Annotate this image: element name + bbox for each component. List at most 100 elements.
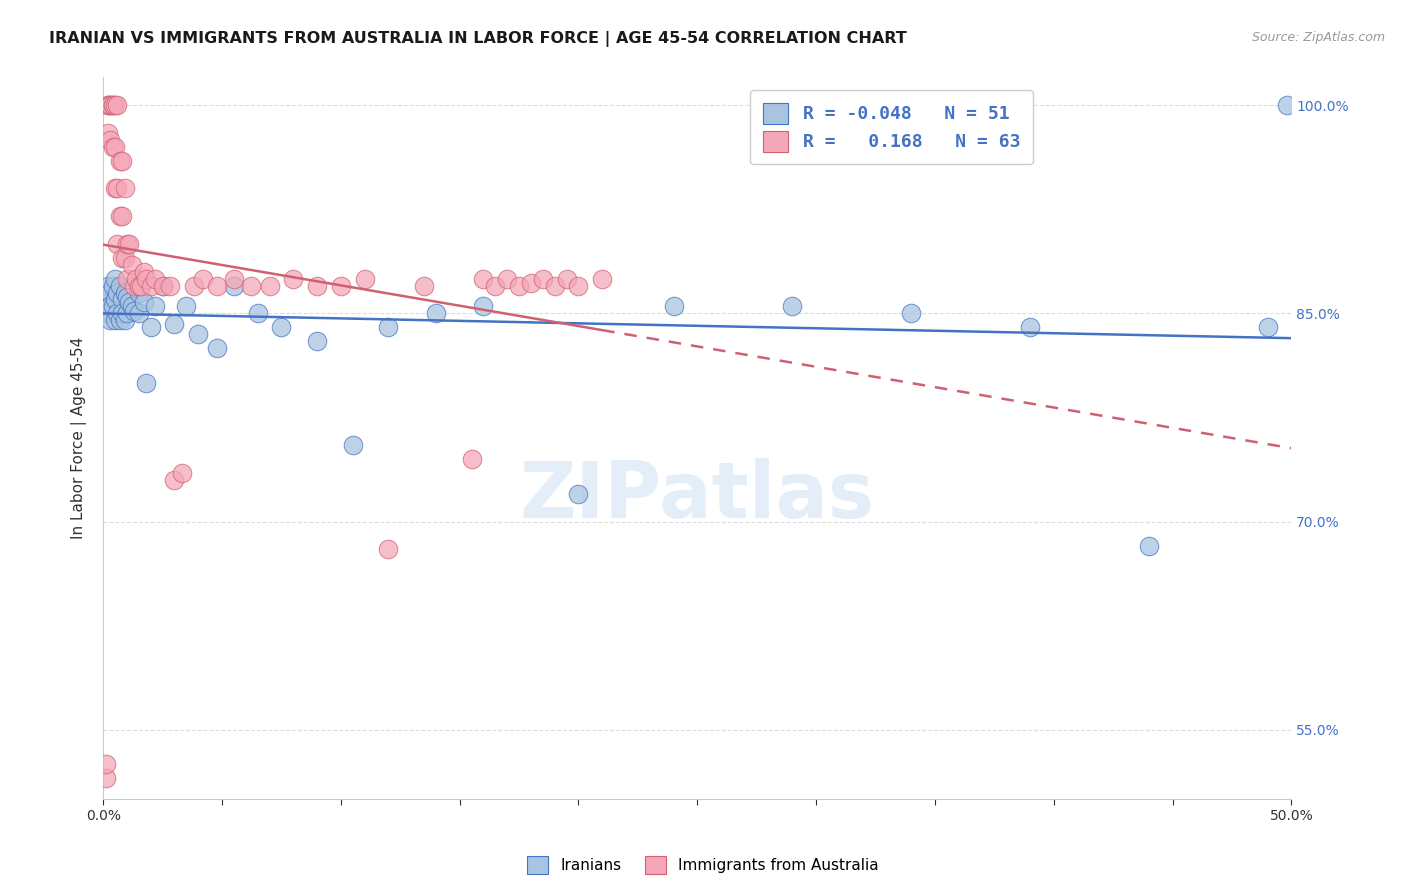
Point — [183, 278, 205, 293]
Point — [97, 306, 120, 320]
Point — [544, 278, 567, 293]
Point — [104, 313, 127, 327]
Point — [121, 300, 143, 314]
Point — [132, 295, 155, 310]
Point — [129, 278, 152, 293]
Point — [104, 181, 127, 195]
Point — [460, 452, 482, 467]
Point — [207, 278, 229, 293]
Point — [114, 181, 136, 195]
Point — [283, 271, 305, 285]
Point — [508, 278, 530, 293]
Point — [1137, 540, 1160, 554]
Point — [413, 278, 436, 293]
Point — [246, 306, 269, 320]
Point — [662, 300, 685, 314]
Point — [152, 278, 174, 293]
Point — [121, 258, 143, 272]
Point — [98, 285, 121, 300]
Point — [111, 293, 134, 307]
Point — [115, 271, 138, 285]
Point — [108, 278, 131, 293]
Point — [94, 300, 117, 314]
Point — [591, 271, 613, 285]
Point — [531, 271, 554, 285]
Point — [900, 306, 922, 320]
Point — [114, 313, 136, 327]
Point — [163, 318, 186, 332]
Point — [222, 278, 245, 293]
Point — [239, 278, 262, 293]
Point — [567, 278, 589, 293]
Point — [108, 209, 131, 223]
Point — [107, 98, 129, 112]
Point — [97, 278, 120, 293]
Point — [472, 300, 495, 314]
Legend: Iranians, Immigrants from Australia: Iranians, Immigrants from Australia — [522, 850, 884, 880]
Point — [107, 306, 129, 320]
Point — [207, 341, 229, 355]
Point — [98, 98, 121, 112]
Point — [176, 300, 198, 314]
Point — [1275, 98, 1298, 112]
Point — [94, 757, 117, 772]
Point — [101, 278, 124, 293]
Point — [377, 542, 399, 557]
Point — [107, 285, 129, 300]
Point — [159, 278, 181, 293]
Point — [97, 98, 120, 112]
Point — [1257, 320, 1279, 334]
Text: IRANIAN VS IMMIGRANTS FROM AUSTRALIA IN LABOR FORCE | AGE 45-54 CORRELATION CHAR: IRANIAN VS IMMIGRANTS FROM AUSTRALIA IN … — [49, 31, 907, 47]
Point — [139, 278, 162, 293]
Point — [782, 300, 804, 314]
Point — [135, 376, 157, 390]
Point — [135, 271, 157, 285]
Point — [114, 285, 136, 300]
Point — [111, 209, 134, 223]
Point — [307, 278, 329, 293]
Point — [329, 278, 352, 293]
Point — [98, 313, 121, 327]
Text: Source: ZipAtlas.com: Source: ZipAtlas.com — [1251, 31, 1385, 45]
Point — [307, 334, 329, 348]
Point — [377, 320, 399, 334]
Point — [1019, 320, 1042, 334]
Point — [353, 271, 375, 285]
Point — [107, 181, 129, 195]
Point — [122, 303, 145, 318]
Point — [187, 327, 209, 342]
Point — [270, 320, 292, 334]
Point — [104, 293, 127, 307]
Point — [104, 271, 127, 285]
Point — [98, 133, 121, 147]
Point — [128, 278, 150, 293]
Point — [128, 306, 150, 320]
Point — [567, 487, 589, 501]
Point — [115, 290, 138, 304]
Text: ZIPatlas: ZIPatlas — [520, 458, 875, 534]
Point — [94, 771, 117, 785]
Point — [101, 300, 124, 314]
Point — [555, 271, 578, 285]
Point — [496, 271, 519, 285]
Point — [139, 320, 162, 334]
Point — [472, 271, 495, 285]
Point — [97, 98, 120, 112]
Point — [520, 276, 543, 290]
Point — [170, 466, 193, 480]
Point — [342, 438, 364, 452]
Point — [132, 265, 155, 279]
Point — [111, 251, 134, 265]
Point — [111, 306, 134, 320]
Point — [122, 278, 145, 293]
Point — [152, 278, 174, 293]
Point — [115, 306, 138, 320]
Point — [118, 295, 141, 310]
Point — [115, 237, 138, 252]
Point — [101, 140, 124, 154]
Point — [425, 306, 447, 320]
Legend: R = -0.048   N = 51, R =   0.168   N = 63: R = -0.048 N = 51, R = 0.168 N = 63 — [751, 90, 1033, 164]
Point — [107, 237, 129, 252]
Point — [108, 313, 131, 327]
Point — [104, 98, 127, 112]
